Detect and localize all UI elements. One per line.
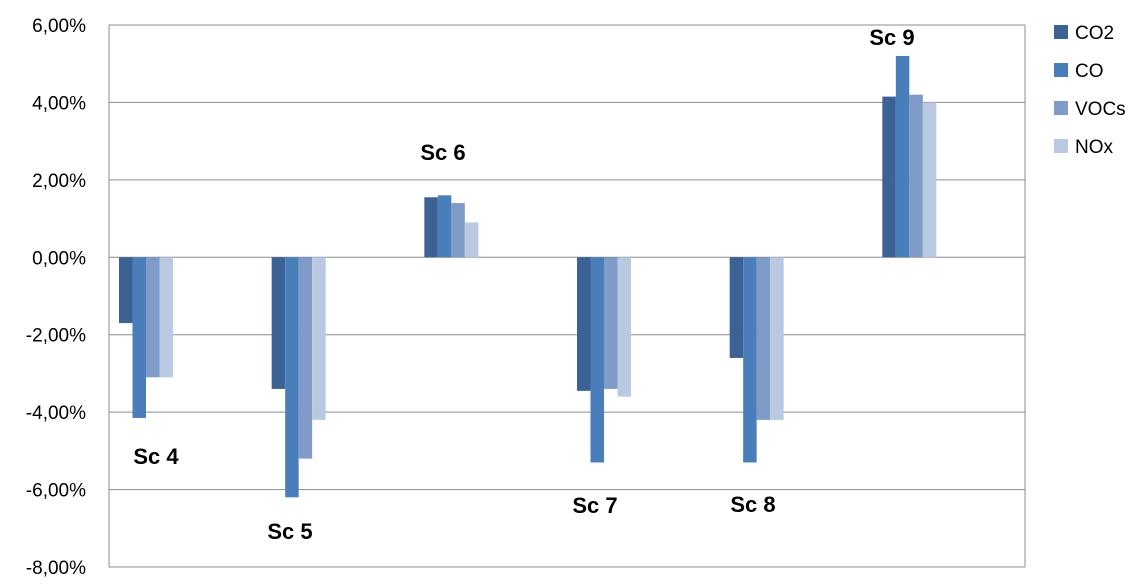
bar-sc6-vocs	[451, 203, 465, 258]
y-axis: 6,00% 4,00% 2,00% 0,00% -2,00% -4,00% -6,00% -8…	[26, 16, 86, 579]
legend-swatch	[1054, 63, 1068, 77]
bar-sc4-co	[132, 257, 146, 418]
bar-sc7-vocs	[604, 257, 618, 389]
y-tick-label: -4,00%	[26, 403, 86, 424]
bar-sc8-vocs	[756, 257, 771, 420]
bar-sc6-nox	[464, 222, 479, 258]
scenario-label: Sc 4	[133, 444, 179, 469]
bar-sc9-co2	[882, 96, 896, 258]
bar-sc6-co2	[424, 197, 438, 258]
y-tick-label: -2,00%	[26, 326, 86, 347]
bar-sc4-co2	[119, 257, 133, 324]
gridlines	[108, 24, 1026, 568]
bar-sc9-vocs	[909, 94, 923, 258]
legend: CO2 CO VOCs NOx	[1054, 23, 1126, 158]
bar-sc6-co	[437, 195, 452, 258]
legend-label: CO2	[1075, 23, 1114, 44]
bar-sc4-nox	[159, 257, 173, 378]
bar-sc5-nox	[312, 257, 326, 420]
y-tick-label: -6,00%	[26, 481, 86, 502]
legend-label: CO	[1075, 61, 1104, 82]
y-tick-label: -8,00%	[26, 558, 86, 579]
bar-sc9-co	[895, 55, 910, 258]
bar-sc8-co	[743, 257, 757, 463]
scenario-label: Sc 9	[869, 25, 914, 50]
scenario-label: Sc 6	[420, 140, 465, 165]
scenario-labels: Sc 4 Sc 5 Sc 6 Sc 7 Sc 8 Sc 9	[133, 25, 914, 544]
bar-sc7-nox	[617, 257, 631, 397]
y-tick-label: 0,00%	[32, 248, 86, 269]
bars	[119, 55, 937, 498]
bar-sc7-co2	[577, 257, 591, 391]
y-tick-label: 2,00%	[32, 171, 86, 192]
y-tick-label: 4,00%	[32, 93, 86, 114]
bar-sc7-co	[590, 257, 604, 463]
bar-sc8-co2	[729, 257, 744, 358]
legend-label: NOx	[1075, 137, 1114, 158]
scenario-label: Sc 5	[267, 519, 312, 544]
legend-swatch	[1054, 25, 1068, 39]
bar-sc5-co2	[271, 257, 286, 389]
bar-sc5-vocs	[298, 257, 313, 459]
bar-sc9-nox	[922, 102, 937, 258]
legend-label: VOCs	[1075, 99, 1126, 120]
legend-swatch	[1054, 139, 1068, 153]
scenario-label: Sc 7	[572, 493, 617, 518]
scenario-label: Sc 8	[730, 492, 775, 517]
y-tick-label: 6,00%	[32, 16, 86, 37]
bar-sc5-co	[285, 257, 299, 498]
legend-swatch	[1054, 101, 1068, 115]
bar-sc4-vocs	[146, 257, 160, 378]
bar-sc8-nox	[770, 257, 784, 420]
